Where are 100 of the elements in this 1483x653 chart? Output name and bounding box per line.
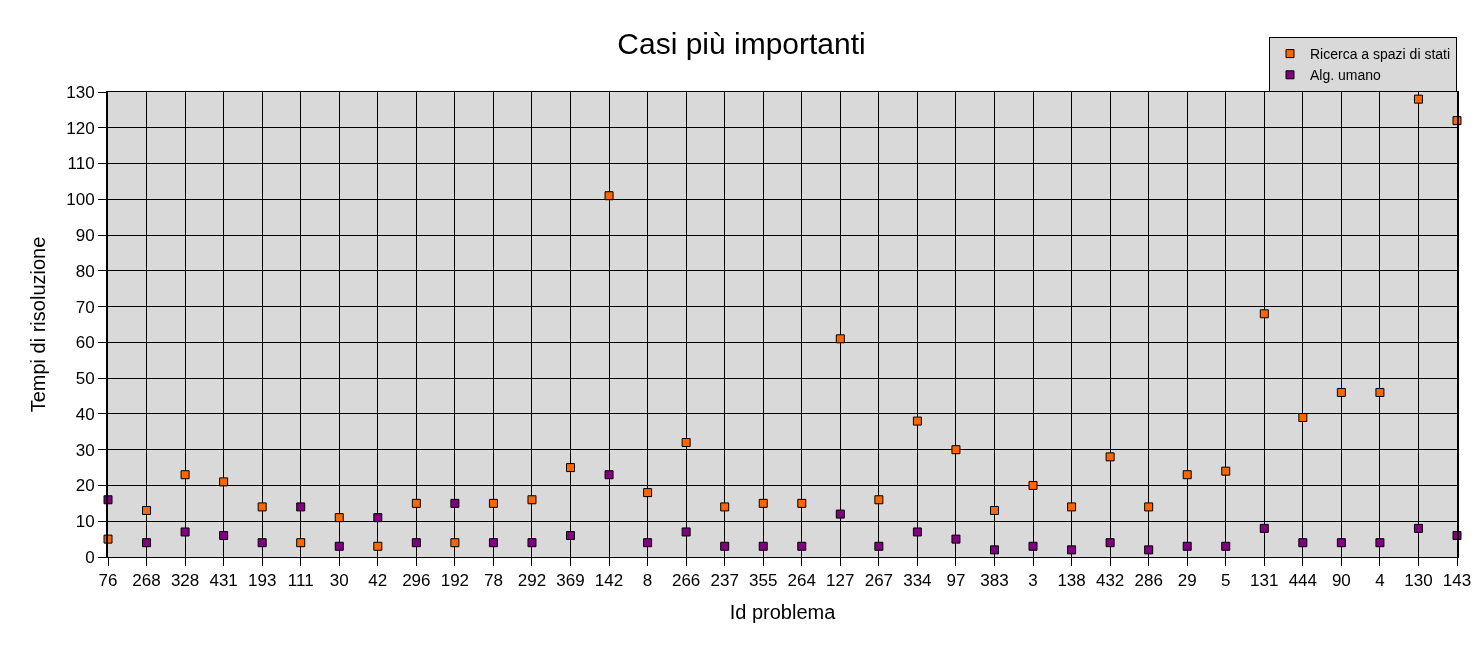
point — [103, 534, 113, 544]
point — [758, 498, 768, 508]
point — [1413, 523, 1423, 533]
x-tick-label: 432 — [1095, 571, 1125, 591]
point — [1105, 452, 1115, 462]
point — [643, 538, 653, 548]
chart-title: Casi più importanti — [617, 26, 866, 60]
x-tick-label: 444 — [1288, 571, 1318, 591]
point — [296, 538, 306, 548]
point — [142, 538, 152, 548]
point — [1028, 480, 1038, 490]
x-tick-label: 111 — [287, 571, 314, 591]
point — [912, 527, 922, 537]
point — [951, 534, 961, 544]
point — [1105, 538, 1115, 548]
y-tick-label: 40 — [75, 404, 95, 424]
y-tick-label: 60 — [75, 333, 95, 353]
point — [1182, 470, 1192, 480]
point — [951, 445, 961, 455]
x-tick-label: 355 — [749, 571, 778, 591]
y-tick-label: 0 — [85, 547, 95, 567]
x-tick-label: 237 — [710, 571, 739, 591]
point — [912, 416, 922, 426]
x-tick-label: 76 — [98, 571, 118, 591]
x-tick-label: 90 — [1331, 571, 1351, 591]
y-tick-label: 70 — [75, 297, 95, 317]
x-tick-label: 192 — [440, 571, 470, 591]
point — [1221, 466, 1231, 476]
x-tick-label: 30 — [329, 571, 349, 591]
point — [1067, 545, 1077, 555]
point — [720, 502, 730, 512]
x-tick-label: 4 — [1375, 571, 1385, 591]
x-tick-label: 5 — [1221, 571, 1231, 591]
point — [219, 531, 229, 541]
point — [296, 502, 306, 512]
point — [1259, 309, 1269, 319]
x-tick-label: 127 — [826, 571, 855, 591]
point — [797, 541, 807, 551]
x-tick-label: 431 — [209, 571, 238, 591]
y-tick-label: 20 — [75, 476, 95, 496]
x-tick-label: 383 — [980, 571, 1009, 591]
point — [1375, 538, 1385, 548]
point — [1336, 538, 1346, 548]
point — [874, 495, 884, 505]
x-tick-label: 143 — [1442, 571, 1472, 591]
point — [1375, 387, 1385, 397]
x-tick-label: 42 — [368, 571, 388, 591]
point — [758, 541, 768, 551]
point — [720, 541, 730, 551]
x-tick-label: 286 — [1134, 571, 1163, 591]
x-tick-label: 142 — [594, 571, 624, 591]
point — [604, 470, 614, 480]
y-tick-label: 120 — [66, 118, 95, 138]
point — [797, 498, 807, 508]
y-tick-label: 90 — [75, 226, 95, 246]
point — [488, 498, 498, 508]
point — [527, 538, 537, 548]
x-tick-label: 29 — [1177, 571, 1197, 591]
point — [103, 495, 113, 505]
point — [566, 531, 576, 541]
point — [257, 538, 267, 548]
point — [373, 513, 383, 523]
x-axis-title: Id problema — [729, 600, 837, 623]
y-tick-label: 100 — [66, 190, 95, 210]
x-tick-label: 138 — [1057, 571, 1086, 591]
legend-label: Ricerca a spazi di stati — [1310, 46, 1451, 63]
x-tick-label: 264 — [787, 571, 816, 591]
x-tick-label: 296 — [402, 571, 431, 591]
point — [180, 470, 190, 480]
x-tick-label: 193 — [247, 571, 277, 591]
point — [1221, 541, 1231, 551]
x-tick-label: 131 — [1250, 571, 1279, 591]
x-tick-label: 334 — [903, 571, 932, 591]
y-tick-label: 80 — [75, 261, 95, 281]
point — [142, 506, 152, 515]
point — [681, 438, 691, 448]
point — [681, 527, 691, 537]
point — [411, 498, 421, 508]
point — [604, 191, 614, 201]
point — [334, 513, 344, 523]
point — [450, 538, 460, 548]
point — [450, 498, 460, 508]
point — [989, 506, 999, 515]
x-tick-label: 292 — [517, 571, 547, 591]
point — [835, 509, 845, 519]
point — [257, 502, 267, 512]
x-tick-label: 8 — [642, 571, 653, 591]
point — [1028, 541, 1038, 551]
point — [219, 477, 229, 487]
point — [334, 541, 344, 551]
x-tick-label: 369 — [556, 571, 585, 591]
point — [1259, 523, 1269, 533]
point — [1298, 538, 1308, 548]
point — [1452, 116, 1462, 126]
point — [1067, 502, 1077, 512]
point — [1452, 531, 1462, 541]
point — [566, 463, 576, 473]
point — [1413, 94, 1423, 104]
legend-label: Alg. umano — [1310, 67, 1382, 84]
point — [874, 541, 884, 551]
